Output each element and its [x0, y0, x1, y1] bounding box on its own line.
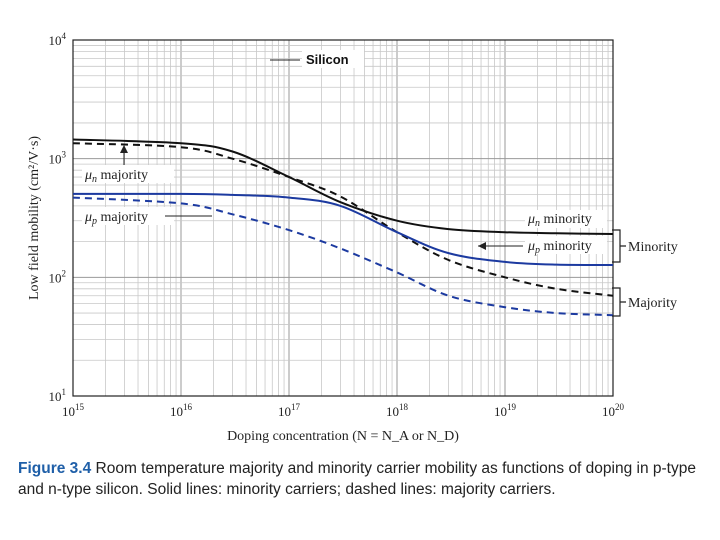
svg-text:μn majority: μn majority — [84, 168, 148, 185]
plot-frame — [72, 39, 614, 397]
svg-text:μp majority: μp majority — [84, 210, 148, 227]
series-group — [72, 138, 614, 317]
grid — [73, 40, 613, 396]
caption-text: Room temperature majority and minority c… — [18, 460, 696, 498]
svg-text:μp minority: μp minority — [527, 239, 592, 256]
x-tick-label: 1018 — [386, 402, 409, 419]
x-tick-label: 1019 — [494, 402, 517, 419]
annotation-mu-n-minority: μn minority — [525, 210, 607, 229]
minority-bracket — [612, 229, 626, 263]
y-tick-label: 101 — [49, 387, 67, 404]
chart-title: Silicon — [306, 52, 349, 67]
x-tick-label: 1016 — [170, 402, 193, 419]
y-tick-label: 104 — [49, 31, 67, 48]
annotation-mu-p-minority: μp minority — [478, 236, 607, 256]
annotation-mu-p-majority: μp majority — [82, 207, 212, 227]
series-line-2 — [72, 192, 614, 266]
y-axis-label: Low field mobility (cm²/V·s) — [27, 136, 42, 300]
series-line-3 — [72, 196, 614, 317]
y-tick-label: 102 — [49, 268, 67, 285]
title-bg — [302, 50, 364, 68]
series-line-1 — [72, 142, 614, 297]
tick-labels: 1015 1016 1017 1018 1019 1020 101 102 103 104 — [49, 31, 625, 419]
figure-number: Figure 3.4 — [18, 460, 92, 477]
majority-group-label: Majority — [628, 296, 677, 311]
figure-caption: Figure 3.4 Room temperature majority and… — [18, 458, 698, 500]
x-tick-label: 1020 — [602, 402, 625, 419]
x-tick-label: 1015 — [62, 402, 85, 419]
minority-group-label: Minority — [628, 240, 678, 255]
x-tick-label: 1017 — [278, 402, 301, 419]
series-line-0 — [72, 138, 614, 235]
y-tick-label: 103 — [49, 150, 67, 167]
svg-text:μn minority: μn minority — [527, 212, 592, 229]
x-axis-label: Doping concentration (N = N_A or N_D) — [227, 429, 459, 444]
majority-bracket — [612, 287, 626, 317]
mobility-chart: 1015 1016 1017 1018 1019 1020 101 102 103 104 Sil… — [27, 31, 678, 444]
annotation-mu-n-majority: μn majority — [82, 145, 174, 185]
